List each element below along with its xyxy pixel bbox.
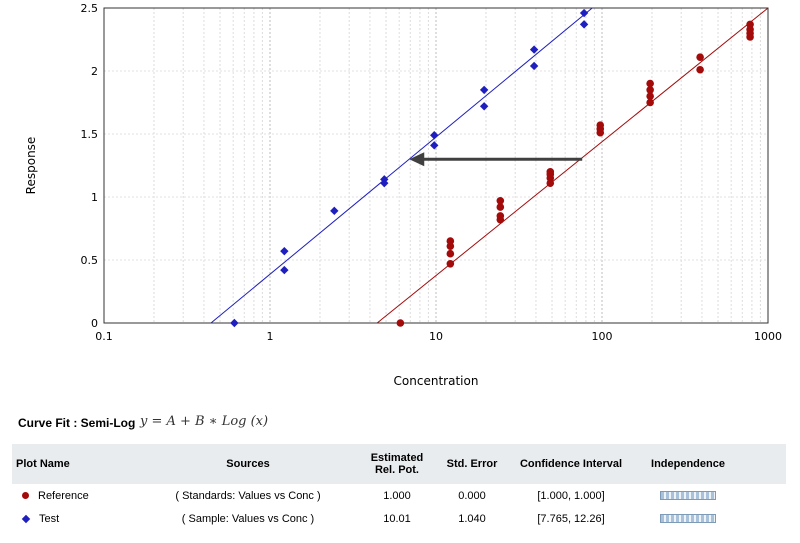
y-tick-label: 2 xyxy=(91,65,98,78)
y-axis-title: Response xyxy=(24,137,38,195)
header-spacer xyxy=(742,444,786,484)
data-point-reference xyxy=(446,237,455,245)
header-independence: Independence xyxy=(634,444,742,484)
row-independence xyxy=(634,484,742,507)
x-tick-label: 1000 xyxy=(754,330,782,343)
row-std-error: 1.040 xyxy=(458,512,486,525)
data-point-reference xyxy=(646,86,654,94)
data-point-reference xyxy=(646,98,654,107)
plot-frame xyxy=(103,7,769,324)
row-name-cell: Reference xyxy=(12,484,138,507)
header-std-error: Std. Error xyxy=(436,444,508,484)
row-sources: ( Sample: Values vs Conc ) xyxy=(181,512,315,525)
row-rel-pot: 1.000 xyxy=(383,489,411,502)
y-tick-label: 0 xyxy=(91,317,98,330)
data-point-reference xyxy=(696,53,704,61)
header-rel-pot: Estimated Rel. Pot. xyxy=(358,444,436,484)
row-spacer xyxy=(742,507,786,530)
data-point-test xyxy=(280,246,289,256)
header-confidence-interval: Confidence Interval xyxy=(508,444,634,484)
arrow-annotation xyxy=(409,152,583,167)
data-point-reference xyxy=(396,319,405,327)
fit-lines xyxy=(210,7,769,324)
row-sources: ( Standards: Values vs Conc ) xyxy=(175,489,321,502)
row-conf-interval: [7.765, 12.26] xyxy=(537,512,605,525)
y-tick-label: 1.5 xyxy=(81,128,99,141)
x-tick-label: 100 xyxy=(592,330,613,343)
curve-fit-label: Curve Fit : Semi-Log xyxy=(18,416,136,430)
x-tick-label: 1 xyxy=(267,330,274,343)
data-point-reference xyxy=(646,79,654,88)
data-point-reference xyxy=(446,259,455,268)
x-tick-label: 10 xyxy=(429,330,443,343)
table-row[interactable]: Reference ( Standards: Values vs Conc ) … xyxy=(12,484,786,507)
x-tick-label: 0.1 xyxy=(95,330,113,343)
data-point-test xyxy=(380,175,389,184)
grid xyxy=(104,8,768,323)
tick-labels: 0.1 1 10 100 1000 0 0.5 1 1.5 2 2.5 xyxy=(81,2,783,343)
data-point-reference xyxy=(496,196,505,205)
header-rel-pot-line1: Estimated xyxy=(370,452,424,464)
data-point-test xyxy=(230,318,239,328)
data-point-reference xyxy=(496,212,505,220)
data-point-test xyxy=(579,8,589,18)
row-conf-interval: [1.000, 1.000] xyxy=(537,489,605,502)
independence-bar xyxy=(660,514,716,524)
data-point-test xyxy=(330,206,339,216)
table-row[interactable]: Test ( Sample: Values vs Conc ) 10.01 1.… xyxy=(12,507,786,530)
data-point-test xyxy=(479,102,489,111)
row-name-cell: Test xyxy=(12,507,138,530)
data-point-test xyxy=(479,85,489,95)
row-name: Test xyxy=(39,512,60,525)
header-rel-pot-line2: Rel. Pot. xyxy=(374,464,419,476)
header-plot-name: Plot Name xyxy=(12,444,138,484)
curve-fit-equation: y = A + B ∗ Log (x) xyxy=(140,414,269,429)
data-point-test xyxy=(529,45,539,54)
data-point-reference xyxy=(746,20,754,29)
data-points xyxy=(230,8,754,328)
data-point-test xyxy=(579,20,589,29)
independence-bar xyxy=(660,491,716,501)
row-std-error: 0.000 xyxy=(458,489,486,502)
data-point-test xyxy=(529,61,539,71)
fit-line-reference xyxy=(376,7,769,324)
row-independence xyxy=(634,507,742,530)
results-table: Plot Name Sources Estimated Rel. Pot. St… xyxy=(12,444,786,530)
data-point-reference xyxy=(696,65,704,74)
data-point-reference xyxy=(496,203,505,211)
data-point-reference xyxy=(646,92,654,100)
y-tick-label: 0.5 xyxy=(81,254,99,267)
circle-marker-icon xyxy=(22,492,29,500)
data-point-reference xyxy=(596,121,605,129)
data-point-test xyxy=(430,141,439,150)
row-name: Reference xyxy=(38,489,89,502)
table-header-row: Plot Name Sources Estimated Rel. Pot. St… xyxy=(12,444,786,484)
arrow-head xyxy=(409,152,425,167)
diamond-marker-icon xyxy=(21,514,31,523)
data-point-reference xyxy=(446,249,455,258)
header-sources: Sources xyxy=(138,444,358,484)
data-point-test xyxy=(280,265,289,275)
y-tick-label: 1 xyxy=(91,191,98,204)
y-tick-label: 2.5 xyxy=(81,2,99,15)
data-point-test xyxy=(430,131,439,140)
x-axis-title: Concentration xyxy=(394,374,479,388)
row-rel-pot: 10.01 xyxy=(383,512,411,525)
data-point-reference xyxy=(546,168,555,176)
fit-line-test xyxy=(210,7,593,324)
row-spacer xyxy=(742,484,786,507)
